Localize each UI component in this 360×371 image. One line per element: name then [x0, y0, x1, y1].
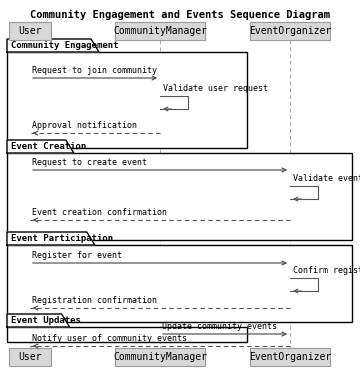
Text: Event Updates: Event Updates [11, 316, 81, 325]
Bar [7, 52, 247, 148]
Text: Validate event details: Validate event details [293, 174, 360, 183]
Bar [9, 348, 51, 366]
Polygon shape [7, 140, 74, 153]
Bar [250, 348, 330, 366]
Text: Register for event: Register for event [32, 251, 122, 260]
Bar [7, 153, 352, 240]
Polygon shape [7, 39, 99, 52]
Text: EventOrganizer: EventOrganizer [249, 26, 331, 36]
Text: Approval notification: Approval notification [32, 121, 137, 130]
Bar [7, 327, 247, 342]
Bar [250, 22, 330, 40]
Bar [115, 348, 205, 366]
Bar [9, 22, 51, 40]
Text: Community Engagement: Community Engagement [11, 41, 118, 50]
Bar [7, 245, 352, 322]
Text: CommunityManager: CommunityManager [113, 352, 207, 362]
Text: Validate user request: Validate user request [163, 84, 268, 93]
Polygon shape [7, 314, 69, 327]
Text: Community Engagement and Events Sequence Diagram: Community Engagement and Events Sequence… [30, 10, 330, 20]
Text: Update community events: Update community events [162, 322, 277, 331]
Text: Event Creation: Event Creation [11, 142, 86, 151]
Text: Registration confirmation: Registration confirmation [32, 296, 157, 305]
Text: Event Participation: Event Participation [11, 234, 113, 243]
Text: CommunityManager: CommunityManager [113, 26, 207, 36]
Text: Request to create event: Request to create event [32, 158, 147, 167]
Text: Confirm registration: Confirm registration [293, 266, 360, 275]
Text: Event creation confirmation: Event creation confirmation [32, 208, 167, 217]
Text: Notify user of community events: Notify user of community events [32, 334, 187, 343]
Text: User: User [18, 352, 42, 362]
Text: EventOrganizer: EventOrganizer [249, 352, 331, 362]
Text: User: User [18, 26, 42, 36]
Text: Request to join community: Request to join community [32, 66, 157, 75]
Bar [115, 22, 205, 40]
Polygon shape [7, 232, 95, 245]
